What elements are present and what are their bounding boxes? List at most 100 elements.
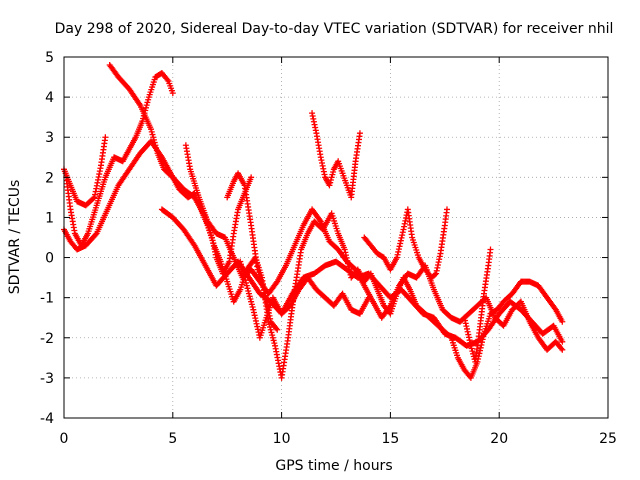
track-4-marker: [151, 139, 158, 146]
y-tick-label: 4: [45, 90, 54, 106]
track-9-marker: [327, 179, 334, 186]
track-4-marker: [342, 249, 349, 256]
y-tick-label: 3: [45, 130, 54, 146]
x-tick-label: 0: [60, 431, 69, 447]
track-7-marker: [248, 298, 255, 305]
track-3-marker: [169, 90, 176, 97]
track-7-marker: [239, 266, 246, 273]
track-11-marker: [462, 320, 469, 327]
track-11-marker: [466, 337, 473, 344]
y-tick-label: -4: [40, 411, 54, 427]
track-7-marker: [250, 309, 257, 316]
y-tick-label: -2: [40, 331, 54, 347]
track-4-marker: [149, 131, 156, 138]
track-7-marker: [240, 269, 247, 276]
track-6-marker: [273, 279, 280, 286]
track-7-marker: [245, 290, 252, 297]
x-axis-label: GPS time / hours: [275, 458, 392, 474]
track-1-marker: [102, 134, 109, 141]
track-7-marker: [242, 277, 249, 284]
track-4-marker: [148, 128, 155, 135]
track-10-marker: [397, 240, 404, 247]
track-7-marker: [254, 326, 261, 333]
track-4-marker: [477, 347, 484, 354]
axis-ticks: 0 5 10 15 20 25 -4 -3 -2 -1 0 1 2 3 4 5: [40, 50, 617, 447]
track-7-marker: [244, 285, 251, 292]
y-tick-label: 1: [45, 210, 54, 226]
track-7-marker: [250, 306, 257, 313]
track-7-marker: [243, 279, 250, 286]
track-3-marker: [142, 104, 149, 111]
track-4-marker: [341, 246, 348, 253]
track-7-marker: [240, 271, 247, 278]
track-4-marker: [271, 340, 278, 347]
track-6-marker: [386, 304, 393, 311]
track-11-marker: [487, 246, 494, 253]
track-7-marker: [245, 287, 252, 294]
track-9-marker: [327, 177, 334, 184]
track-8-marker: [274, 326, 281, 333]
track-6-marker: [558, 345, 565, 352]
track-4-marker: [476, 350, 483, 357]
track-7-marker: [249, 304, 256, 311]
track-10-marker: [399, 229, 406, 236]
x-tick-label: 10: [273, 431, 291, 447]
track-11-marker: [463, 323, 470, 330]
track-11-marker: [463, 325, 470, 332]
track-10-marker: [394, 251, 401, 258]
track-6-marker: [316, 217, 323, 224]
track-10-marker: [393, 254, 400, 261]
track-11-marker: [470, 350, 477, 357]
track-4-marker: [150, 134, 157, 141]
plot-frame: [63, 56, 609, 419]
track-10-marker: [397, 237, 404, 244]
track-7-marker: [252, 315, 259, 322]
track-3-marker: [139, 118, 146, 125]
track-11-marker: [464, 328, 471, 335]
track-4-marker: [267, 326, 274, 333]
track-9-marker: [356, 130, 363, 137]
track-4-marker: [152, 142, 159, 149]
track-8-marker: [273, 325, 280, 332]
track-10-marker: [396, 243, 403, 250]
track-4-marker: [478, 341, 485, 348]
track-4-marker: [268, 329, 275, 336]
track-3-marker: [143, 102, 150, 109]
track-11-marker: [468, 345, 475, 352]
track-4-marker: [266, 324, 273, 331]
track-4-marker: [269, 332, 276, 339]
track-3-marker: [144, 99, 151, 106]
track-7-marker: [254, 323, 261, 330]
track-2-marker: [92, 231, 99, 238]
track-10-marker: [432, 271, 439, 278]
y-tick-label: -1: [40, 291, 54, 307]
y-tick-label: 5: [45, 50, 54, 66]
track-7-marker: [241, 274, 248, 281]
track-11-marker: [465, 331, 472, 338]
track-11-marker: [462, 317, 469, 324]
track-4-marker: [270, 337, 277, 344]
track-11-marker: [469, 348, 476, 355]
x-tick-label: 5: [168, 431, 177, 447]
track-4-marker: [153, 147, 160, 154]
track-7-marker: [252, 317, 259, 324]
track-4-marker: [269, 334, 276, 341]
track-9-marker: [330, 168, 337, 175]
track-7-marker: [237, 258, 244, 265]
track-9-marker: [328, 174, 335, 181]
track-2-marker: [248, 174, 255, 181]
track-4-marker: [150, 136, 157, 143]
track-11-marker: [467, 342, 474, 349]
track-10-marker: [399, 232, 406, 239]
x-tick-label: 25: [599, 431, 617, 447]
track-10-marker: [398, 234, 405, 241]
track-10-marker: [395, 246, 402, 253]
track-10-marker: [443, 206, 450, 213]
y-tick-label: 0: [45, 251, 54, 267]
track-7-marker: [251, 312, 258, 319]
track-3-marker: [145, 96, 152, 103]
y-axis-label: SDTVAR / TECUs: [7, 180, 23, 295]
track-6-marker: [559, 346, 566, 353]
track-5-marker: [559, 338, 566, 345]
track-4-marker: [153, 144, 160, 151]
